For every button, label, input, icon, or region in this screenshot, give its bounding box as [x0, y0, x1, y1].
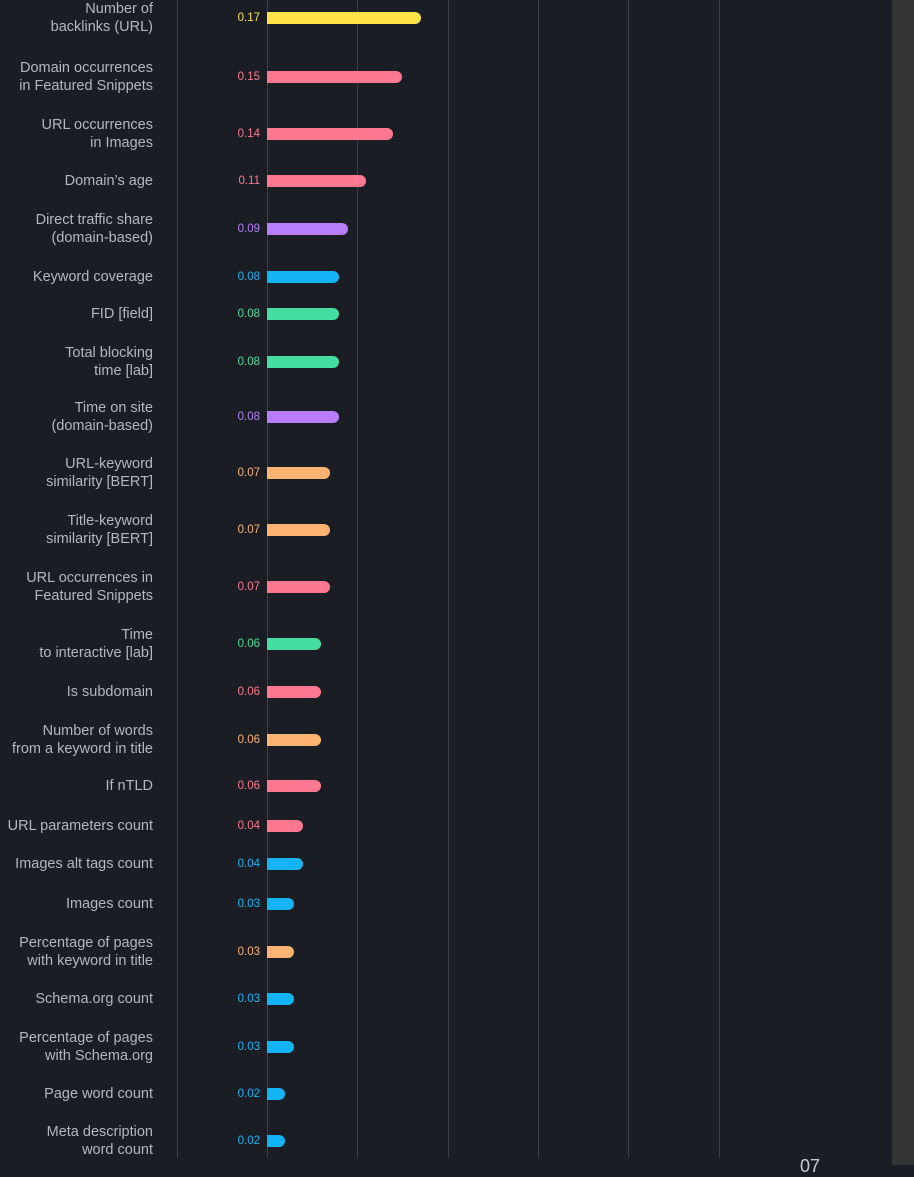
bar — [267, 820, 303, 832]
category-label: If nTLD — [105, 778, 153, 794]
value-label: 0.08 — [237, 308, 260, 320]
bar — [267, 638, 321, 650]
category-label: Meta description word count — [46, 1124, 153, 1158]
value-label: 0.03 — [237, 946, 260, 958]
bar — [267, 223, 348, 235]
category-label: FID [field] — [90, 306, 153, 322]
category-label: Percentage of pages with keyword in titl… — [19, 935, 153, 969]
gridline — [267, 0, 268, 1158]
bar — [267, 356, 339, 368]
bar — [267, 946, 294, 958]
bar — [267, 898, 294, 910]
category-label: Domain occurrences in Featured Snippets — [19, 60, 153, 94]
category-label: URL occurrences in Images — [41, 117, 153, 151]
bar — [267, 686, 321, 698]
gridline — [628, 0, 629, 1158]
gridline — [719, 0, 720, 1158]
bar — [267, 858, 303, 870]
category-label: URL parameters count — [7, 818, 153, 834]
value-label: 0.08 — [237, 356, 260, 368]
gridline — [448, 0, 449, 1158]
category-label: Schema.org count — [35, 991, 153, 1007]
category-label: Domain’s age — [64, 173, 153, 189]
bar — [267, 128, 393, 140]
value-label: 0.02 — [237, 1088, 260, 1100]
category-label: Images count — [65, 896, 153, 912]
value-label: 0.14 — [237, 128, 260, 140]
category-label: Time on site (domain-based) — [51, 400, 153, 434]
bar — [267, 581, 330, 593]
gridline — [357, 0, 358, 1158]
bar — [267, 524, 330, 536]
category-label: Time to interactive [lab] — [39, 627, 153, 661]
value-label: 0.07 — [237, 467, 260, 479]
bar — [267, 12, 421, 24]
bar — [267, 271, 339, 283]
bar — [267, 993, 294, 1005]
bar — [267, 734, 321, 746]
category-label: Title-keyword similarity [BERT] — [46, 513, 153, 547]
value-label: 0.11 — [238, 175, 260, 187]
value-label: 0.06 — [237, 686, 260, 698]
page-number: 07 — [800, 1156, 821, 1176]
bar — [267, 308, 339, 320]
value-label: 0.04 — [237, 820, 260, 832]
category-label: URL-keyword similarity [BERT] — [46, 456, 153, 490]
value-label: 0.02 — [237, 1135, 260, 1147]
bar — [267, 71, 402, 83]
value-label: 0.17 — [237, 12, 260, 24]
bar — [267, 411, 339, 423]
category-label: Number of backlinks (URL) — [50, 1, 153, 35]
bar — [267, 175, 366, 187]
gridline — [177, 0, 178, 1158]
value-label: 0.08 — [237, 271, 260, 283]
value-label: 0.03 — [237, 1041, 260, 1053]
bar — [267, 1135, 285, 1147]
value-label: 0.06 — [237, 780, 260, 792]
category-label: Page word count — [44, 1086, 153, 1102]
category-label: Number of words from a keyword in title — [11, 723, 153, 757]
value-label: 0.03 — [237, 993, 260, 1005]
category-label: Total blocking time [lab] — [65, 345, 153, 379]
value-label: 0.06 — [237, 734, 260, 746]
category-label: Keyword coverage — [32, 269, 153, 285]
bar — [267, 467, 330, 479]
bar — [267, 780, 321, 792]
category-label: Direct traffic share (domain-based) — [35, 212, 153, 246]
bar — [267, 1088, 285, 1100]
value-label: 0.15 — [237, 71, 260, 83]
category-label: Images alt tags count — [15, 856, 153, 872]
scrollbar-track[interactable] — [892, 0, 914, 1165]
value-label: 0.04 — [237, 858, 260, 870]
category-label: Percentage of pages with Schema.org — [19, 1030, 153, 1064]
value-label: 0.09 — [237, 223, 260, 235]
category-label: Is subdomain — [66, 684, 153, 700]
value-label: 0.08 — [237, 411, 260, 423]
value-label: 0.06 — [237, 638, 260, 650]
bar — [267, 1041, 294, 1053]
category-label: URL occurrences in Featured Snippets — [26, 570, 153, 604]
value-label: 0.07 — [237, 581, 260, 593]
value-label: 0.07 — [237, 524, 260, 536]
gridline — [538, 0, 539, 1158]
value-label: 0.03 — [237, 898, 260, 910]
